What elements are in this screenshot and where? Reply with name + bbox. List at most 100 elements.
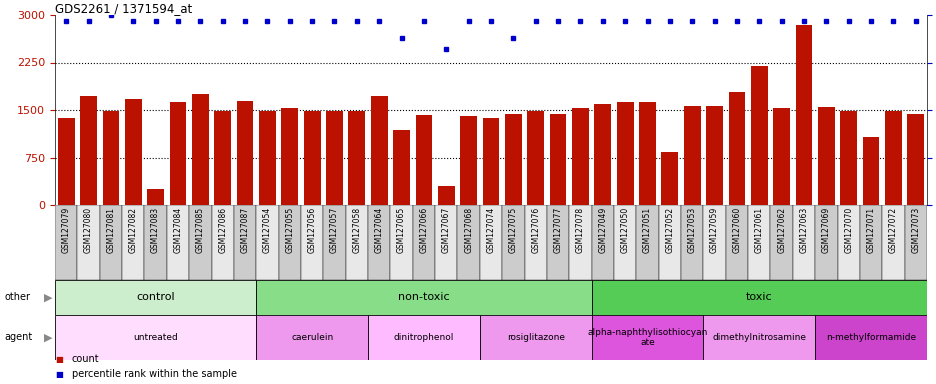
Bar	[412, 205, 434, 280]
Bar	[393, 130, 410, 205]
Bar	[906, 114, 923, 205]
Bar	[256, 315, 368, 360]
Text: alpha-naphthylisothiocyan
ate: alpha-naphthylisothiocyan ate	[587, 328, 707, 347]
Bar	[234, 205, 256, 280]
Bar	[725, 205, 747, 280]
Text: GSM127084: GSM127084	[173, 207, 183, 253]
Bar	[457, 205, 479, 280]
Text: control: control	[136, 293, 175, 303]
Text: GSM127080: GSM127080	[84, 207, 93, 253]
Bar	[78, 205, 99, 280]
Bar	[527, 111, 544, 205]
Bar	[572, 108, 588, 205]
Bar	[706, 106, 723, 205]
Bar	[524, 205, 547, 280]
Bar	[99, 205, 122, 280]
Text: GSM127057: GSM127057	[329, 207, 339, 253]
Bar	[371, 96, 388, 205]
Text: GSM127072: GSM127072	[888, 207, 897, 253]
Bar	[169, 103, 186, 205]
Bar	[214, 111, 231, 205]
Text: caerulein: caerulein	[291, 333, 333, 342]
Bar	[613, 205, 636, 280]
Text: GSM127087: GSM127087	[241, 207, 249, 253]
Bar	[345, 205, 368, 280]
Bar	[795, 25, 812, 205]
Bar	[772, 108, 789, 205]
Bar	[502, 205, 524, 280]
Bar	[769, 205, 792, 280]
Text: GSM127058: GSM127058	[352, 207, 361, 253]
Bar	[482, 118, 499, 205]
Bar	[415, 115, 431, 205]
Text: dinitrophenol: dinitrophenol	[393, 333, 454, 342]
Bar	[661, 152, 678, 205]
Text: GSM127083: GSM127083	[151, 207, 160, 253]
Bar	[368, 315, 479, 360]
Text: GSM127066: GSM127066	[419, 207, 428, 253]
Text: GSM127051: GSM127051	[642, 207, 651, 253]
Bar	[658, 205, 680, 280]
Bar	[281, 108, 298, 205]
Text: GSM127050: GSM127050	[620, 207, 629, 253]
Bar	[390, 205, 412, 280]
Bar	[747, 205, 769, 280]
Text: other: other	[5, 293, 31, 303]
Bar	[167, 205, 189, 280]
Text: GSM127064: GSM127064	[374, 207, 384, 253]
Text: GSM127056: GSM127056	[307, 207, 316, 253]
Bar	[817, 108, 834, 205]
Bar	[479, 205, 502, 280]
Bar	[278, 205, 300, 280]
Bar	[102, 111, 119, 205]
Text: GSM127061: GSM127061	[754, 207, 763, 253]
Bar	[814, 205, 837, 280]
Text: GSM127079: GSM127079	[62, 207, 70, 253]
Text: GDS2261 / 1371594_at: GDS2261 / 1371594_at	[55, 2, 192, 15]
Bar	[636, 205, 658, 280]
Bar	[58, 118, 75, 205]
Bar	[591, 315, 703, 360]
Text: dimethylnitrosamine: dimethylnitrosamine	[711, 333, 806, 342]
Bar	[837, 205, 859, 280]
Bar	[840, 111, 856, 205]
Bar	[683, 106, 700, 205]
Text: GSM127086: GSM127086	[218, 207, 227, 253]
Text: GSM127081: GSM127081	[107, 207, 115, 253]
Text: GSM127065: GSM127065	[397, 207, 405, 253]
Bar	[593, 104, 610, 205]
Bar	[237, 101, 253, 205]
Bar	[460, 116, 476, 205]
Bar	[124, 99, 141, 205]
Bar	[680, 205, 703, 280]
Bar	[368, 205, 390, 280]
Text: non-toxic: non-toxic	[398, 293, 449, 303]
Bar	[903, 205, 926, 280]
Bar	[212, 205, 234, 280]
Bar	[326, 111, 343, 205]
Bar	[591, 205, 613, 280]
Text: percentile rank within the sample: percentile rank within the sample	[72, 369, 237, 379]
Bar	[80, 96, 96, 205]
Text: toxic: toxic	[745, 293, 772, 303]
Text: GSM127060: GSM127060	[732, 207, 740, 253]
Bar	[300, 205, 323, 280]
Bar	[303, 111, 320, 205]
Bar	[591, 280, 926, 315]
Bar	[882, 205, 903, 280]
Text: GSM127068: GSM127068	[463, 207, 473, 253]
Text: GSM127053: GSM127053	[687, 207, 696, 253]
Bar	[144, 205, 167, 280]
Bar	[122, 205, 144, 280]
Bar	[147, 189, 164, 205]
Bar	[192, 94, 209, 205]
Bar	[859, 205, 882, 280]
Bar	[434, 205, 457, 280]
Bar	[323, 205, 345, 280]
Bar	[479, 315, 591, 360]
Bar	[505, 114, 521, 205]
Text: GSM127052: GSM127052	[665, 207, 674, 253]
Bar	[256, 280, 591, 315]
Text: GSM127085: GSM127085	[196, 207, 205, 253]
Bar	[638, 102, 655, 205]
